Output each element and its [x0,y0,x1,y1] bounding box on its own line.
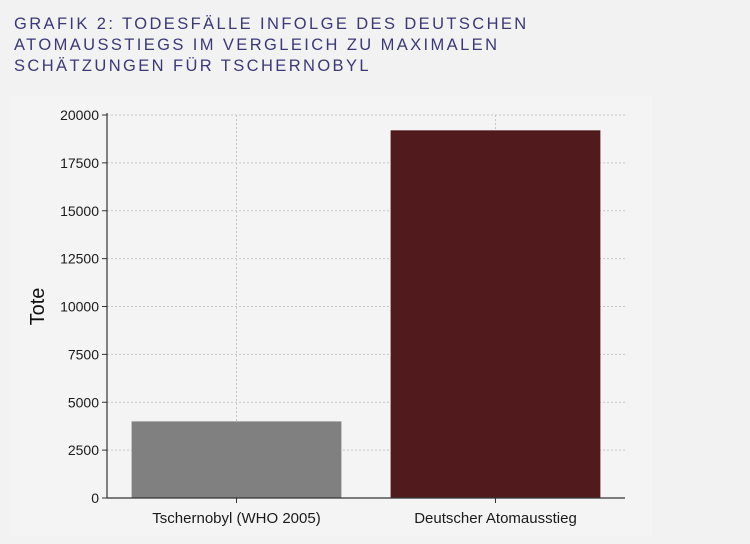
bar-1 [131,421,342,498]
chart-panel: 0 2500 5000 7500 10000 12500 15000 17500 20000 T… [10,96,652,536]
y-tick-label: 17500 [60,155,99,171]
y-tick-label: 15000 [60,203,99,219]
title-line-1: GRAFIK 2: TODESFÄLLE INFOLGE DES DEUTSCH… [14,15,529,33]
y-tick-label: 2500 [68,442,99,458]
x-category-label: Deutscher Atomausstieg [414,510,577,527]
title-line-2: ATOMAUSSTIEGS IM VERGLEICH ZU MAXIMALEN [14,36,500,54]
x-category-label: Tschernobyl (WHO 2005) [152,510,320,527]
y-axis-label: Tote [27,288,49,326]
title-line-3: SCHÄTZUNGEN FÜR TSCHERNOBYL [14,57,371,75]
y-tick-label: 0 [91,490,99,506]
bar-2 [390,130,601,498]
chart-title: GRAFIK 2: TODESFÄLLE INFOLGE DES DEUTSCH… [14,14,614,77]
axes [102,113,625,503]
y-tick-label: 12500 [60,251,99,267]
x-category-labels: Tschernobyl (WHO 2005) Deutscher Atomauss… [152,510,577,527]
bars [131,130,601,498]
y-tick-label: 20000 [60,107,99,123]
y-tick-label: 5000 [68,394,99,410]
y-tick-labels: 0 2500 5000 7500 10000 12500 15000 17500 20000 [60,107,99,506]
bar-chart: 0 2500 5000 7500 10000 12500 15000 17500 20000 T… [27,107,625,527]
y-tick-label: 10000 [60,299,99,315]
y-tick-label: 7500 [68,346,99,362]
